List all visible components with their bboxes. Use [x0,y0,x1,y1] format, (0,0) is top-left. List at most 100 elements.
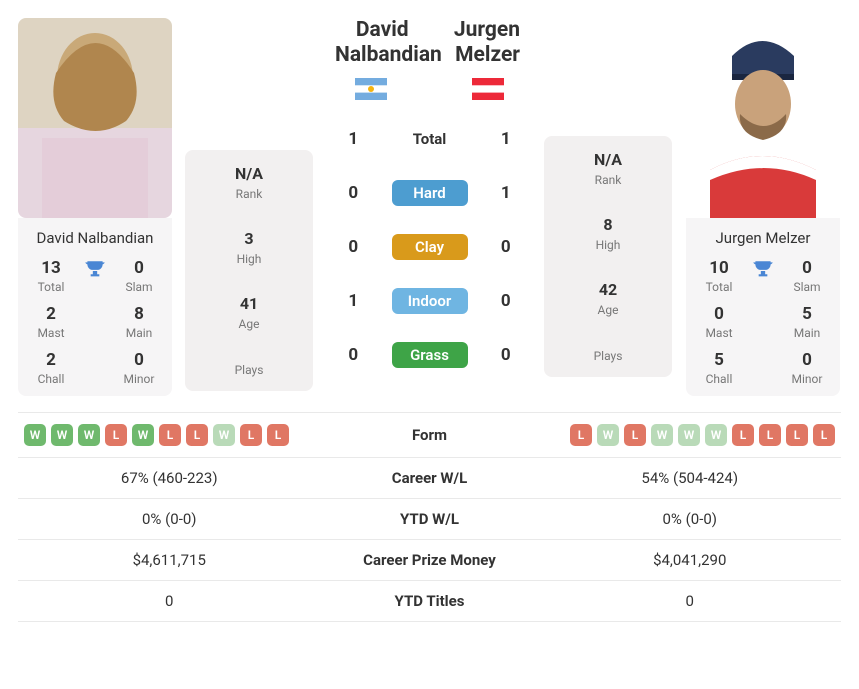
compare-row: $4,611,715Career Prize Money$4,041,290 [18,540,841,581]
h2h-table: 1Total10Hard10Clay01Indoor00Grass0 [327,112,532,382]
form-badge: L [159,424,181,446]
p2-stat-slam: 0Slam [780,258,834,294]
flag-austria [472,78,504,100]
compare-label: YTD Titles [315,592,545,610]
h2h-right-value: 0 [488,291,525,311]
form-badge: L [624,424,646,446]
p2-stat-main: 5Main [780,304,834,340]
form-badge: W [132,424,154,446]
h2h-row: 0 Clay 0 [327,220,532,274]
h2h-left-value: 1 [335,291,372,311]
p2-stat-mast: 0Mast [692,304,746,340]
form-strip: WWWLWLLWLL [24,424,315,446]
left-player-column: David Nalbandian 13Total 0Slam 2Mast 8Ma… [18,18,173,396]
player2-name: Jurgen Melzer [692,228,834,248]
p2-stat-total: 10Total [692,258,746,294]
player1-titles-card: David Nalbandian 13Total 0Slam 2Mast 8Ma… [18,218,172,396]
h2h-row: 1 Indoor 0 [327,274,532,328]
compare-row: 67% (460-223)Career W/L54% (504-424) [18,458,841,499]
header-name-left: David Nalbandian [335,18,430,68]
p1-stat-total: 13Total [24,258,78,294]
top-grid: David Nalbandian 13Total 0Slam 2Mast 8Ma… [18,18,841,396]
center-column: David Nalbandian Jurgen Melzer 1Total10H… [327,18,532,382]
form-badge: L [813,424,835,446]
flag-argentina [355,78,387,100]
player2-info-card: N/ARank 8High 42Age Plays [544,136,672,377]
h2h-left-value: 0 [335,237,372,257]
form-strip: LWLWWWLLLL [545,424,836,446]
h2h-left-value: 0 [335,345,372,365]
compare-label: YTD W/L [315,510,545,528]
form-badge: L [786,424,808,446]
p1-rank: N/ARank [185,150,313,215]
p1-stat-mast: 2Mast [24,304,78,340]
p1-age: 41Age [185,280,313,345]
compare-row: 0YTD Titles0 [18,581,841,622]
compare-right: 0 [545,592,836,610]
p1-stat-minor: 0Minor [112,350,166,386]
compare-label: Career Prize Money [315,551,545,569]
player1-name: David Nalbandian [24,228,166,248]
p1-stat-chall: 2Chall [24,350,78,386]
h2h-right-value: 1 [488,183,525,203]
p2-stat-minor: 0Minor [780,350,834,386]
form-right: LWLWWWLLLL [545,424,836,446]
p2-rank: N/ARank [544,136,672,201]
form-badge: W [597,424,619,446]
player2-silhouette [686,18,840,218]
versus-names: David Nalbandian Jurgen Melzer [327,18,532,68]
form-badge: L [570,424,592,446]
h2h-row: 1Total1 [327,112,532,166]
h2h-right-value: 1 [488,129,525,149]
h2h-left-value: 1 [335,129,372,149]
p2-high: 8High [544,201,672,266]
compare-right: $4,041,290 [545,551,836,569]
player1-photo [18,18,172,218]
h2h-surface-tag: Hard [392,180,468,206]
form-badge: L [105,424,127,446]
form-badge: L [240,424,262,446]
p1-high: 3High [185,215,313,280]
comparison-table: WWWLWLLWLLFormLWLWWWLLLL67% (460-223)Car… [18,412,841,622]
p2-age: 42Age [544,266,672,331]
compare-right: 54% (504-424) [545,469,836,487]
trophy-icon [82,258,108,284]
p2-plays: Plays [544,331,672,377]
h2h-surface-tag: Grass [392,342,468,368]
player2-photo [686,18,840,218]
form-badge: L [186,424,208,446]
h2h-row: 0 Hard 1 [327,166,532,220]
p1-plays: Plays [185,345,313,391]
h2h-surface-tag: Clay [392,234,468,260]
compare-right: 0% (0-0) [545,510,836,528]
right-player-column: Jurgen Melzer 10Total 0Slam 0Mast 5Main … [686,18,841,396]
compare-left: $4,611,715 [24,551,315,569]
form-badge: W [651,424,673,446]
form-badge: W [78,424,100,446]
player2-titles-card: Jurgen Melzer 10Total 0Slam 0Mast 5Main … [686,218,840,396]
h2h-surface-tag: Indoor [392,288,468,314]
form-badge: W [705,424,727,446]
player1-info-card: N/ARank 3High 41Age Plays [185,150,313,391]
p2-stat-chall: 5Chall [692,350,746,386]
form-badge: L [732,424,754,446]
form-badge: L [267,424,289,446]
h2h-left-value: 0 [335,183,372,203]
form-badge: W [678,424,700,446]
compare-row: 0% (0-0)YTD W/L0% (0-0) [18,499,841,540]
h2h-right-value: 0 [488,237,525,257]
compare-left: 0 [24,592,315,610]
form-badge: L [759,424,781,446]
form-badge: W [213,424,235,446]
p1-stat-main: 8Main [112,304,166,340]
trophy-icon [750,258,776,284]
p1-stat-slam: 0Slam [112,258,166,294]
h2h-row: 0Grass0 [327,328,532,382]
compare-row-form: WWWLWLLWLLFormLWLWWWLLLL [18,412,841,458]
compare-label: Career W/L [315,469,545,487]
player1-silhouette [18,18,172,218]
flag-row [327,78,532,100]
form-badge: W [51,424,73,446]
compare-left: 67% (460-223) [24,469,315,487]
header-name-right: Jurgen Melzer [430,18,525,68]
